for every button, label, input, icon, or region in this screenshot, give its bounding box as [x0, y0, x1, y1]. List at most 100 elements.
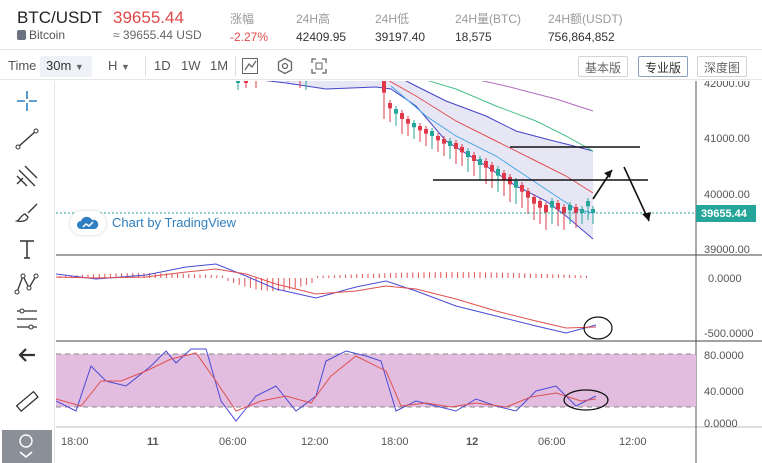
candle-body: [550, 201, 554, 208]
candle-body: [556, 203, 560, 210]
candle-body: [478, 159, 482, 165]
candle-body: [460, 147, 464, 153]
candle-body: [514, 181, 518, 188]
stat-low: 24H低 39197.40: [375, 12, 426, 44]
pair-title[interactable]: BTC/USDT: [17, 8, 102, 27]
candle-body: [490, 165, 494, 172]
pitchfork-icon[interactable]: [13, 162, 41, 190]
stoch-pane[interactable]: [56, 348, 696, 422]
current-price-tag: 39655.44: [696, 205, 756, 222]
macd-signal: [56, 268, 597, 329]
candle-body: [502, 173, 506, 180]
candle-body: [442, 139, 446, 144]
stoch-tick: 0.0000: [704, 418, 738, 430]
candlesticks: [236, 81, 595, 230]
ma-blue: [390, 85, 594, 214]
settings-icon[interactable]: [276, 57, 294, 75]
candle-body: [562, 207, 566, 214]
stat-change: 涨幅 -2.27%: [230, 12, 269, 44]
range-1w[interactable]: 1W: [181, 58, 201, 73]
drawn-ellipse-stoch[interactable]: [563, 389, 609, 411]
time-tick: 12:00: [301, 436, 329, 448]
time-label: Time: [8, 58, 37, 73]
range-1d[interactable]: 1D: [154, 58, 171, 73]
trend-line-icon[interactable]: [13, 125, 41, 153]
watermark-text[interactable]: Chart by TradingView: [112, 215, 237, 230]
candle-body: [496, 169, 500, 176]
view-depth-button[interactable]: 深度图: [697, 56, 748, 77]
candle-body: [532, 197, 536, 204]
stat-turnover: 24H额(USDT) 756,864,852: [548, 12, 623, 44]
stoch-d-line: [56, 352, 597, 412]
back-arrow-icon[interactable]: [13, 341, 41, 369]
candle-body: [580, 209, 584, 213]
time-tick: 12: [466, 436, 478, 448]
macd-line: [56, 263, 597, 334]
crosshair-icon[interactable]: [13, 87, 41, 115]
candle-body: [406, 119, 410, 124]
candle-body: [412, 123, 416, 128]
price-pane[interactable]: [56, 81, 696, 240]
drawn-ellipse-macd[interactable]: [583, 316, 613, 340]
macd-tick: -500.0000: [704, 328, 754, 340]
ruler-icon[interactable]: [13, 387, 41, 415]
macd-tick: 0.0000: [708, 273, 742, 285]
macd-histogram: [59, 272, 587, 291]
candle-body: [400, 113, 404, 119]
drawn-arrow-down[interactable]: [623, 166, 650, 222]
price-tick: 41000.00: [704, 133, 750, 145]
bollinger-band-fill: [269, 81, 593, 239]
macd-pane[interactable]: [56, 263, 613, 340]
candle-body: [448, 141, 452, 146]
ma-purple: [480, 81, 594, 112]
candle-body: [544, 205, 548, 213]
text-icon[interactable]: [13, 235, 41, 263]
candle-body: [394, 109, 398, 114]
candle-body: [382, 81, 386, 93]
price-tick: 42000.00: [704, 81, 750, 90]
coin-icon: [17, 30, 26, 40]
tradingview-chart[interactable]: 42000.00 41000.00 40000.00 39000.00 0.00…: [56, 81, 762, 463]
toolbar-more[interactable]: [2, 430, 52, 463]
view-pro-button[interactable]: 专业版: [638, 56, 689, 77]
pattern-icon[interactable]: [13, 270, 41, 298]
chart-toolbar: Time 30m ▼ H ▼ 1D 1W 1M 基本版 专业版 深度图: [0, 52, 762, 80]
chevron-down-icon: ▼: [121, 62, 130, 72]
stoch-tick: 80.0000: [704, 350, 744, 362]
arrow-head-up-icon: [604, 170, 612, 178]
candle-body: [418, 126, 422, 131]
stat-volume: 24H量(BTC) 18,575: [455, 12, 522, 44]
magnet-icon[interactable]: [14, 432, 38, 460]
chevron-down-icon: ▼: [74, 62, 84, 72]
view-basic-button[interactable]: 基本版: [578, 56, 629, 77]
stat-high: 24H高 42409.95: [296, 12, 347, 44]
candle-body: [574, 207, 578, 213]
candle-body: [244, 81, 248, 83]
ticker-header: BTC/USDT Bitcoin 39655.44 ≈ 39655.44 USD…: [0, 0, 762, 50]
indicator-icon[interactable]: [241, 57, 259, 75]
candle-body: [591, 209, 595, 213]
price-tick: 39000.00: [704, 244, 750, 256]
ma-red: [388, 81, 594, 194]
range-1m[interactable]: 1M: [210, 58, 229, 73]
fib-icon[interactable]: [13, 305, 41, 333]
chart-type-select[interactable]: H ▼: [108, 58, 130, 73]
tradingview-watermark[interactable]: Chart by TradingView: [70, 211, 250, 235]
candle-body: [526, 191, 530, 198]
interval-select[interactable]: 30m ▼: [40, 56, 92, 77]
candle-body: [430, 131, 434, 136]
brush-icon[interactable]: [13, 199, 41, 227]
coin-label: Bitcoin: [29, 28, 66, 42]
candle-body: [520, 185, 524, 192]
time-tick: 06:00: [538, 436, 566, 448]
arrow-head-down-icon: [642, 212, 651, 221]
drawing-toolbar: [0, 81, 55, 463]
candle-body: [472, 155, 476, 161]
candle-body: [424, 129, 428, 134]
fullscreen-icon[interactable]: [310, 57, 328, 75]
stoch-tick: 40.0000: [704, 386, 744, 398]
last-price: 39655.44: [113, 8, 184, 27]
time-tick: 06:00: [219, 436, 247, 448]
ma-green: [427, 81, 594, 152]
time-tick: 18:00: [61, 436, 89, 448]
